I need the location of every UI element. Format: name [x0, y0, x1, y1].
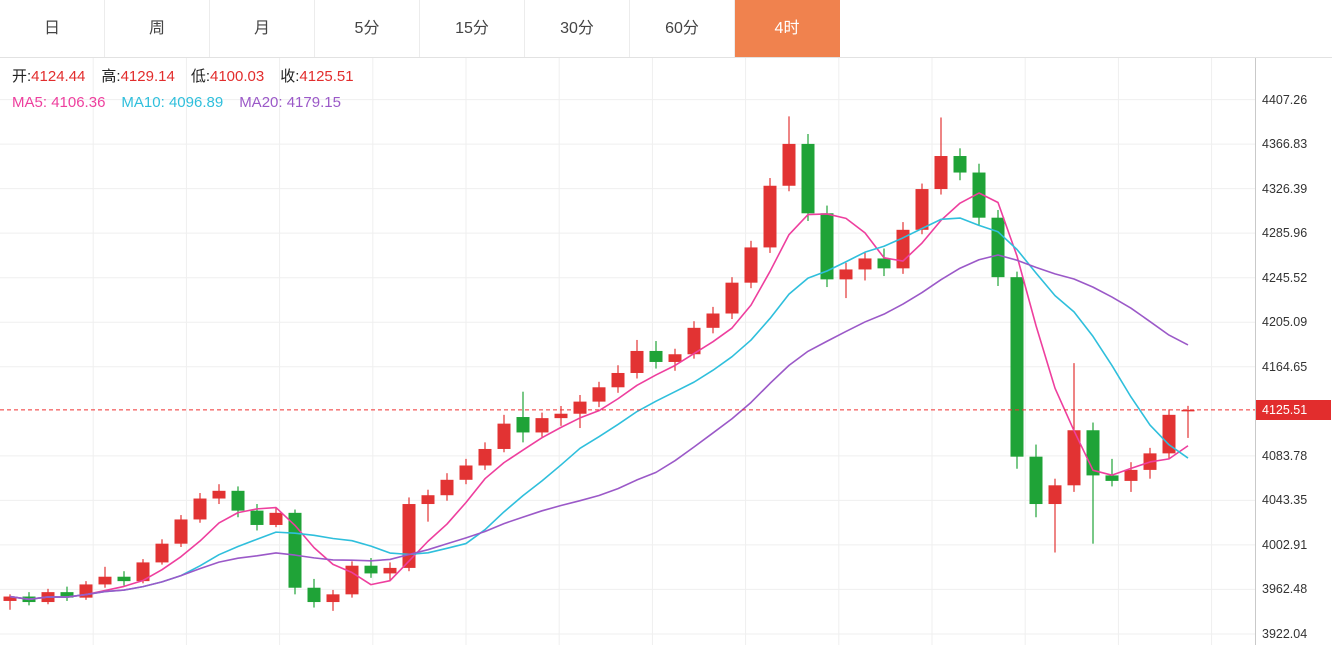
- tab-60min[interactable]: 60分: [630, 0, 735, 57]
- timeframe-tab-bar: 日周月 5分 15分 30分 60分 4时: [0, 0, 1332, 58]
- current-price-badge: 4125.51: [1256, 399, 1331, 420]
- axis-tick: 4083.78: [1262, 448, 1308, 463]
- candlestick-plot[interactable]: 开:4124.44 高:4129.14 低:4100.03 收:4125.51 MA5…: [0, 58, 1255, 645]
- candlestick-chart[interactable]: [0, 58, 1255, 645]
- axis-tick: 3962.48: [1262, 582, 1308, 597]
- axis-tick: 4245.52: [1262, 270, 1308, 285]
- axis-tick: 4164.65: [1262, 359, 1308, 374]
- axis-tick: 4002.91: [1262, 537, 1308, 552]
- axis-tick: 4366.83: [1262, 137, 1308, 152]
- price-axis: 4125.51 4407.26 4366.83 4326.39 4285.96 4245…: [1255, 58, 1331, 645]
- tab-month[interactable]: 月: [210, 0, 315, 57]
- tab-4hour[interactable]: 4时: [735, 0, 840, 57]
- axis-tick: 3922.04: [1262, 626, 1308, 641]
- tab-day[interactable]: 日: [0, 0, 105, 57]
- tab-30min[interactable]: 30分: [525, 0, 630, 57]
- axis-tick: 4043.35: [1262, 493, 1308, 508]
- tab-5min[interactable]: 5分: [315, 0, 420, 57]
- axis-tick: 4285.96: [1262, 226, 1308, 241]
- axis-tick: 4407.26: [1262, 92, 1308, 107]
- chart-area: 开:4124.44 高:4129.14 低:4100.03 收:4125.51 MA5…: [0, 58, 1332, 645]
- axis-tick: 4326.39: [1262, 181, 1308, 196]
- tab-week[interactable]: 周: [105, 0, 210, 57]
- axis-tick: 4205.09: [1262, 315, 1308, 330]
- tab-15min[interactable]: 15分: [420, 0, 525, 57]
